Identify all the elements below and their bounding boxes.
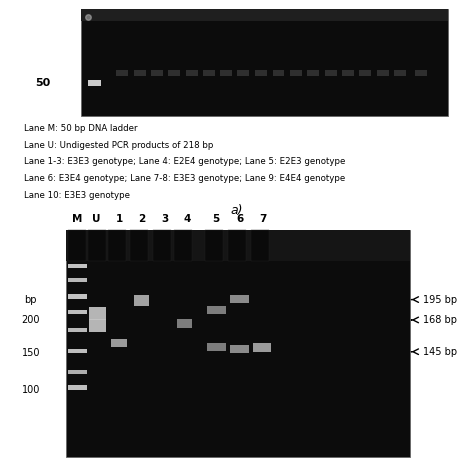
Bar [108,230,126,261]
Bar [66,230,410,457]
Bar [174,230,192,261]
Bar [89,319,106,332]
Bar [88,230,106,261]
Bar [134,295,149,306]
Text: M: M [72,214,82,224]
Bar [130,230,148,261]
Bar [68,385,87,390]
Text: 145 bp: 145 bp [423,346,457,357]
Bar [68,230,86,261]
Bar [203,70,215,76]
Bar [394,70,406,76]
Bar [377,70,389,76]
Bar [207,306,226,314]
Text: Lane U: Undigested PCR products of 218 bp: Lane U: Undigested PCR products of 218 b… [24,141,213,150]
Bar [228,230,246,261]
Bar [325,70,337,76]
Bar [177,319,192,328]
Text: Lane 1-3: E3E3 genotype; Lane 4: E2E4 genotype; Lane 5: E2E3 genotype: Lane 1-3: E3E3 genotype; Lane 4: E2E4 ge… [24,157,345,166]
Text: 100: 100 [22,384,40,395]
Bar [68,349,87,353]
Text: 2: 2 [138,214,146,224]
Text: U: U [92,214,101,224]
Bar [205,230,223,261]
Text: 5: 5 [212,214,220,224]
Bar [207,343,226,351]
Text: 195 bp: 195 bp [423,294,457,305]
Text: 3: 3 [161,214,169,224]
Bar [134,70,146,76]
Bar [68,370,87,374]
Text: 50: 50 [35,78,50,88]
Text: 1: 1 [116,214,124,224]
Bar [68,278,87,282]
Bar [66,230,410,261]
Bar [342,70,354,76]
Text: 200: 200 [21,315,40,325]
Bar [253,343,271,352]
Bar [68,310,87,314]
Text: Lane M: 50 bp DNA ladder: Lane M: 50 bp DNA ladder [24,124,137,133]
Text: 6: 6 [237,214,244,224]
Text: 168 bp: 168 bp [423,315,457,325]
Bar [359,70,371,76]
Bar [88,80,101,86]
Text: bp: bp [25,294,37,305]
Bar [89,307,106,320]
Bar [81,9,448,116]
Text: a): a) [231,204,243,218]
Bar [220,70,232,76]
Bar [230,345,249,353]
Bar [68,264,87,268]
Text: Lane 10: E3E3 genotype: Lane 10: E3E3 genotype [24,191,130,200]
Bar [255,70,267,76]
Bar [230,295,249,303]
Text: Lane 6: E3E4 genotype; Lane 7-8: E3E3 genotype; Lane 9: E4E4 genotype: Lane 6: E3E4 genotype; Lane 7-8: E3E3 ge… [24,174,345,183]
Bar [116,70,128,76]
Bar [81,9,448,21]
Bar [415,70,427,76]
Text: 150: 150 [21,348,40,358]
Bar [111,339,127,347]
Bar [290,70,302,76]
Bar [153,230,171,261]
Bar [68,328,87,332]
Text: 7: 7 [259,214,266,224]
Bar [151,70,163,76]
Bar [237,70,249,76]
Bar [307,70,319,76]
Bar [168,70,180,76]
Bar [273,70,284,76]
Bar [68,294,87,299]
Bar [251,230,269,261]
Bar [186,70,198,76]
Text: 4: 4 [183,214,191,224]
